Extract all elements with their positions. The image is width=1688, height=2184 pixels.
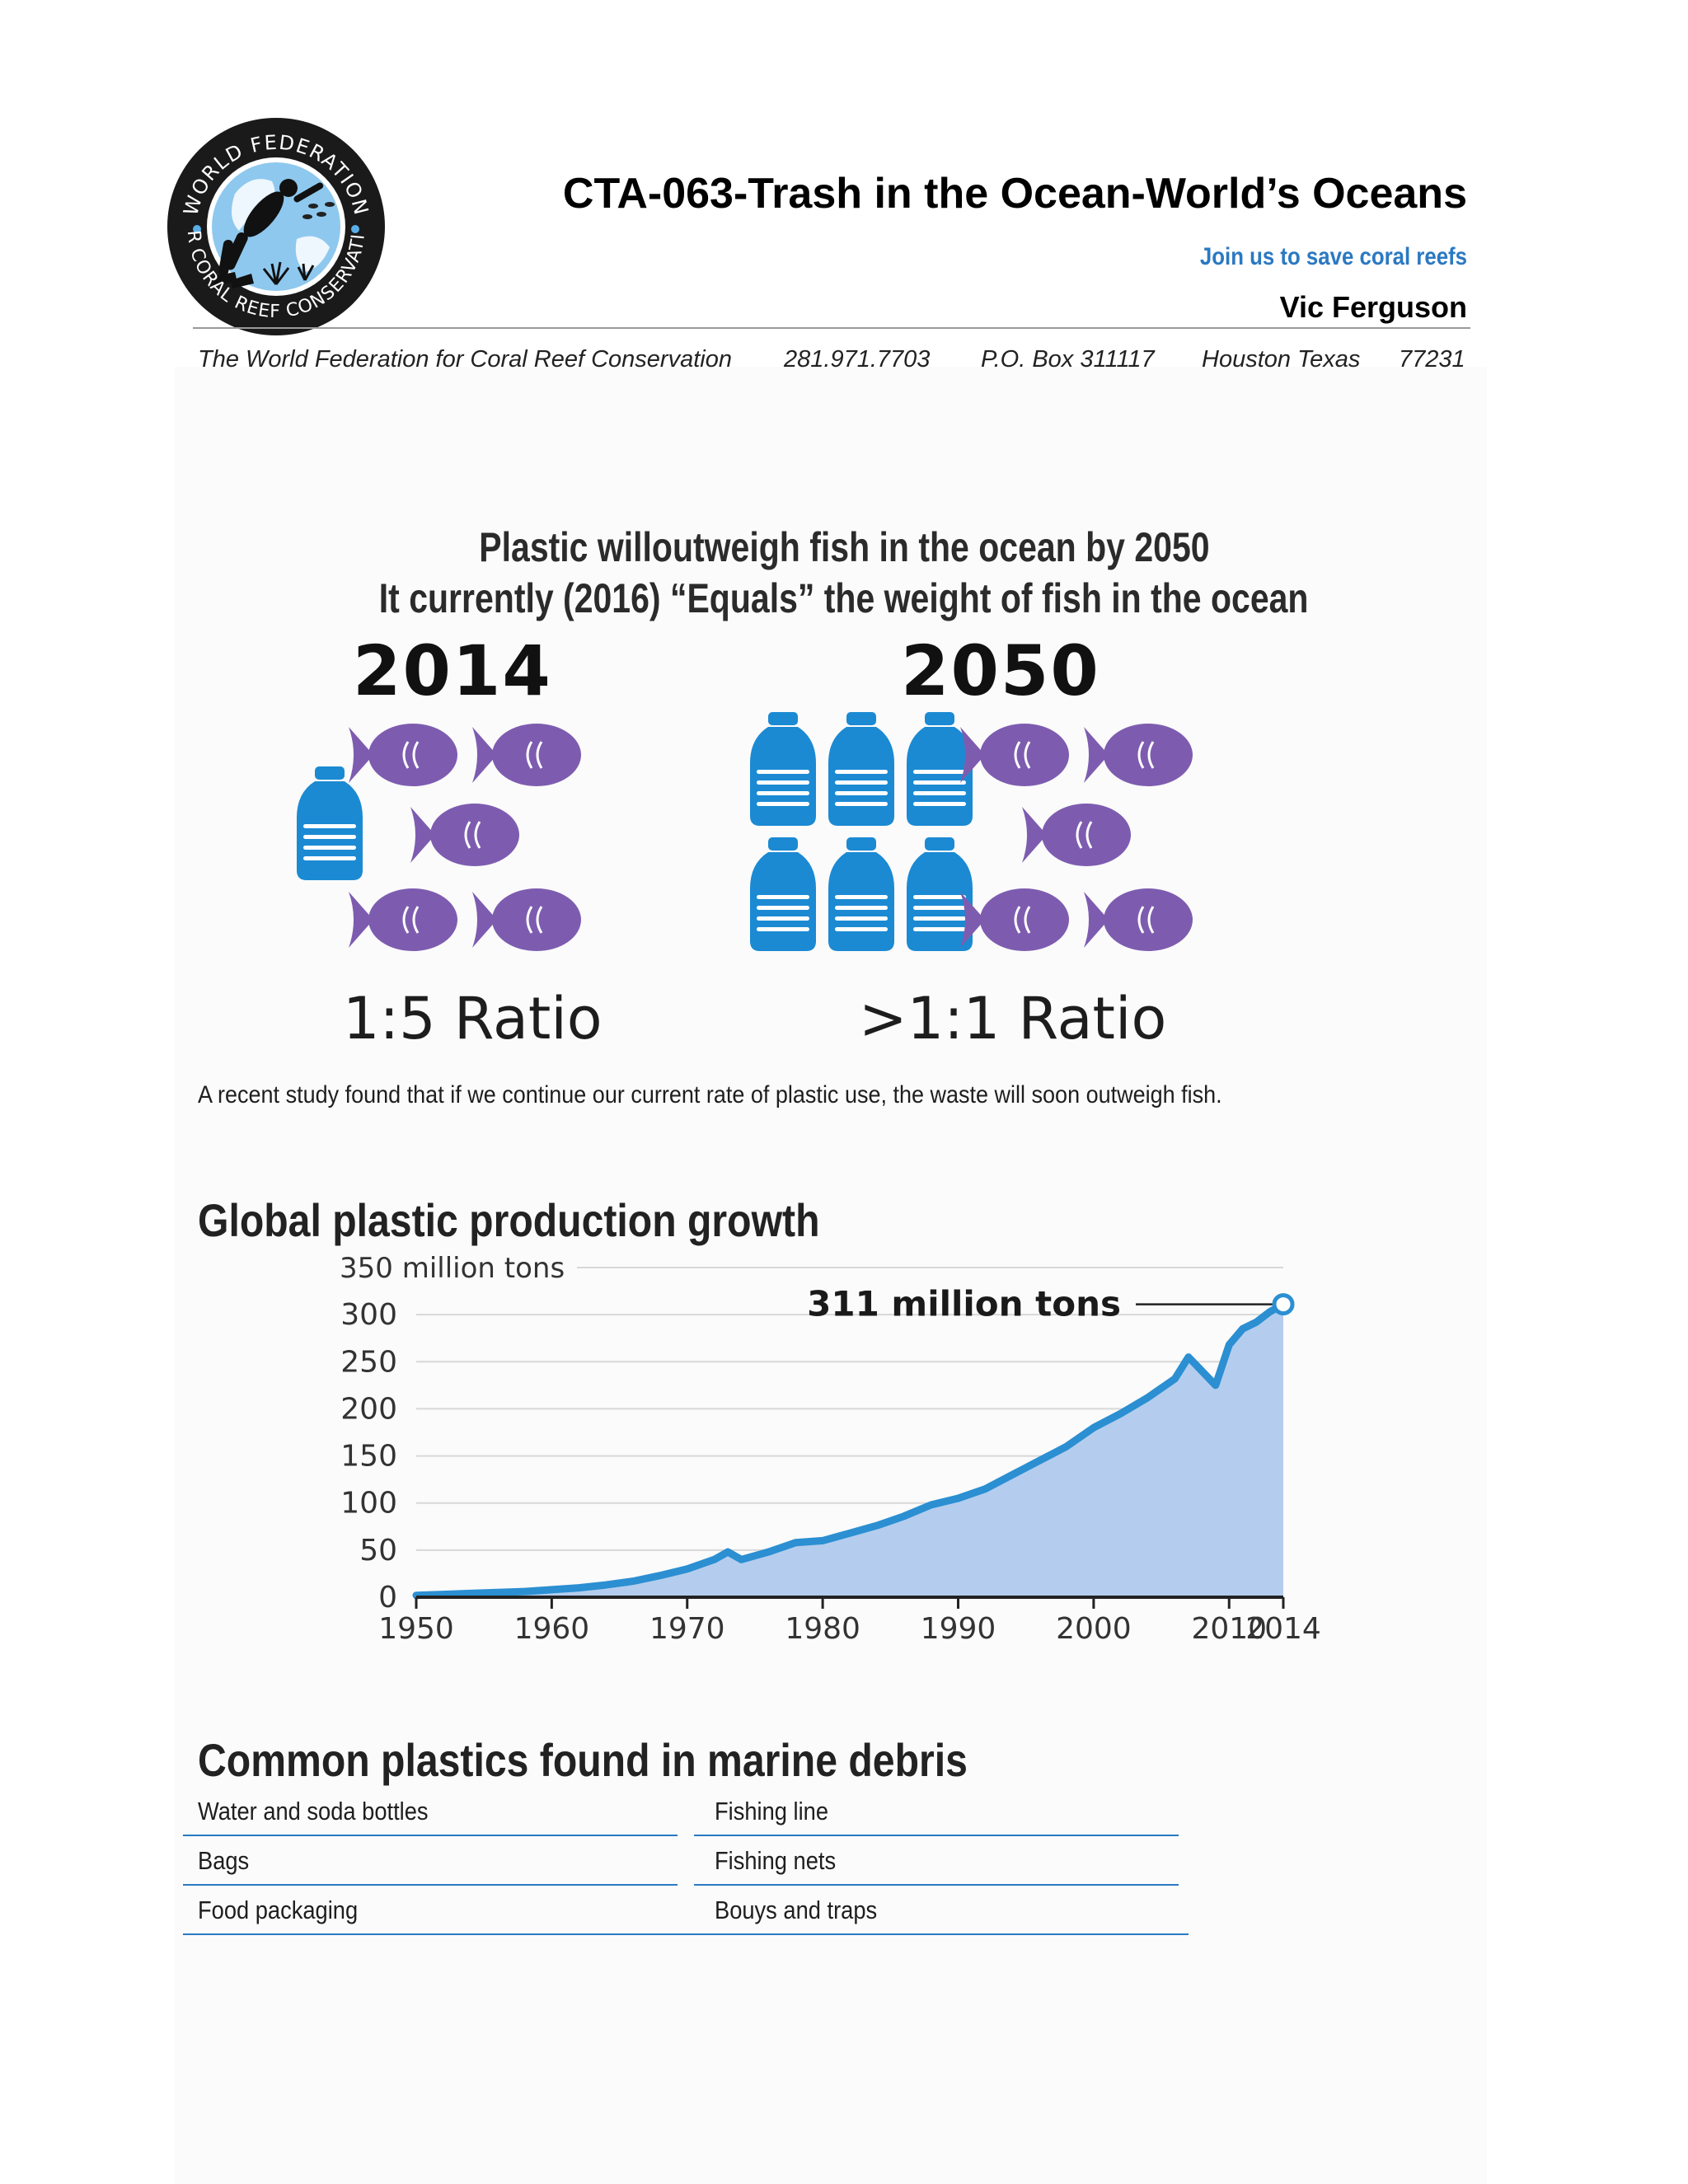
plastic-production-chart: 0 50 100 150 200 250 300 1950 1960 1970 1980 1990 2…	[340, 1252, 1321, 1646]
debris-item: Bouys and traps	[715, 1896, 878, 1924]
debris-item: Bags	[198, 1846, 250, 1875]
bottle-icon	[750, 712, 816, 826]
bottle-icon	[297, 766, 363, 880]
fish-icon	[960, 888, 1069, 951]
debris-item: Fishing line	[715, 1797, 828, 1825]
production-section-title: Global plastic production growth	[198, 1194, 820, 1246]
coral-reef-federation-logo: WORLD FEDERATION FOR CORAL REEF CONSERVA…	[157, 115, 385, 335]
zip-code: 77231	[1399, 346, 1465, 373]
x-tick-label: 1980	[785, 1612, 860, 1646]
fish-icon	[472, 724, 581, 786]
fish-icon	[1084, 724, 1193, 786]
endpoint-marker	[1272, 1293, 1295, 1316]
y-tick-label: 50	[359, 1534, 397, 1568]
production-line	[412, 1301, 1287, 1600]
document-title: CTA-063-Trash in the Ocean-World’s Ocean…	[562, 170, 1467, 218]
debris-item: Water and soda bottles	[198, 1797, 429, 1825]
study-caption: A recent study found that if we continue…	[198, 1081, 1222, 1108]
infographic-background	[175, 367, 1487, 2184]
bottle-icon	[907, 712, 973, 826]
y-tick-label: 150	[340, 1440, 397, 1474]
table-divider	[183, 1835, 678, 1836]
ratio-label-2014: 1:5 Ratio	[343, 985, 603, 1052]
bottle-icon	[750, 837, 816, 951]
headline-2: It currently (2016) “Equals” the weight …	[379, 575, 1309, 621]
debris-item: Fishing nets	[715, 1846, 837, 1875]
po-box: P.O. Box 311117	[981, 346, 1155, 373]
fish-icon	[960, 724, 1069, 786]
bottle-icon	[907, 837, 973, 951]
x-tick-label: 2014	[1245, 1612, 1321, 1646]
city: Houston Texas	[1202, 346, 1361, 373]
tagline: Join us to save coral reefs	[1199, 243, 1467, 270]
fish-icon	[410, 804, 519, 866]
table-divider	[183, 1884, 678, 1886]
debris-item: Food packaging	[198, 1896, 359, 1924]
y-tick-label: 100	[340, 1487, 397, 1521]
x-tick-label: 2000	[1056, 1612, 1132, 1646]
ratio-label-2050: >1:1 Ratio	[859, 985, 1167, 1052]
production-area	[416, 1304, 1283, 1597]
header-divider	[193, 327, 1470, 329]
fish-icon	[349, 888, 457, 951]
fish-icon	[472, 888, 581, 951]
fish-icon	[1084, 888, 1193, 951]
table-divider	[694, 1835, 1179, 1836]
debris-section-title: Common plastics found in marine debris	[198, 1734, 968, 1786]
headline-1: Plastic willoutweigh fish in the ocean b…	[478, 524, 1210, 570]
y-tick-label: 250	[340, 1345, 397, 1379]
y-axis-label: 350 million tons	[340, 1252, 565, 1285]
bottle-icon	[828, 712, 894, 826]
x-tick-label: 1950	[378, 1612, 454, 1646]
table-divider	[694, 1884, 1179, 1886]
x-tick-label: 1960	[514, 1612, 590, 1646]
year-label-2050: 2050	[901, 630, 1100, 711]
fish-icon	[349, 724, 457, 786]
annotation-label: 311 million tons	[807, 1284, 1121, 1324]
y-tick-label: 300	[340, 1298, 397, 1332]
table-divider	[183, 1933, 1189, 1935]
x-tick-label: 1970	[649, 1612, 725, 1646]
x-tick-label: 2010	[1191, 1612, 1267, 1646]
bottles-and-fish-graphic	[297, 712, 1193, 951]
organization-name: The World Federation for Coral Reef Cons…	[198, 346, 732, 373]
bottle-icon	[828, 837, 894, 951]
fish-icon	[1022, 804, 1131, 866]
author-name: Vic Ferguson	[1279, 290, 1467, 324]
year-label-2014: 2014	[353, 630, 552, 711]
x-tick-label: 1990	[921, 1612, 996, 1646]
y-tick-label: 0	[378, 1581, 397, 1615]
phone-number: 281.971.7703	[784, 346, 931, 373]
y-tick-label: 200	[340, 1392, 397, 1426]
